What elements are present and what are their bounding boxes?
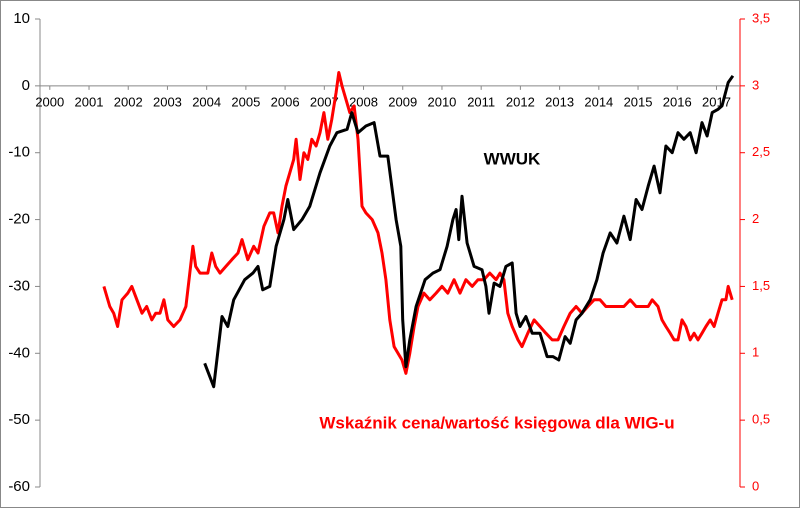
x-tick-label: 2001	[75, 94, 104, 109]
x-tick-label: 2009	[388, 94, 417, 109]
x-tick-label: 2008	[349, 94, 378, 109]
y-tick-label: -20	[8, 211, 30, 228]
x-tick-label: 2002	[114, 94, 143, 109]
y2-tick-label: 1,5	[752, 278, 770, 293]
x-tick-label: 2006	[271, 94, 300, 109]
y-tick-label: 0	[22, 77, 30, 94]
y2-tick-label: 3,5	[752, 10, 770, 25]
x-tick-label: 2015	[624, 94, 653, 109]
y-tick-label: -60	[8, 478, 30, 495]
data-line	[102, 71, 734, 375]
data-line	[203, 74, 735, 389]
x-tick-label: 2016	[663, 94, 692, 109]
x-tick-label: 2004	[192, 94, 221, 109]
x-tick-label: 2011	[467, 94, 495, 109]
x-tick-label: 2005	[231, 94, 260, 109]
annotation: WWUK	[484, 149, 541, 168]
x-tick-label: 2007	[310, 94, 339, 109]
y-tick-label: -30	[8, 277, 30, 294]
annotation: Wskaźnik cena/wartość księgowa dla WIG-u	[319, 413, 674, 432]
x-tick-label: 2003	[153, 94, 182, 109]
y2-tick-label: 2,5	[752, 144, 770, 159]
x-tick-label: 2017	[702, 94, 731, 109]
y-tick-label: -50	[8, 411, 30, 428]
y2-tick-label: 2	[752, 211, 759, 226]
x-tick-label: 2013	[545, 94, 574, 109]
y-tick-label: 10	[13, 10, 30, 27]
y2-tick-label: 1	[752, 345, 759, 360]
y2-tick-label: 3	[752, 77, 759, 92]
y-tick-label: -40	[8, 344, 30, 361]
x-tick-label: 2010	[427, 94, 456, 109]
x-tick-label: 2014	[584, 94, 613, 109]
x-tick-label: 2012	[506, 94, 535, 109]
y-tick-label: -10	[8, 144, 30, 161]
y2-tick-label: 0	[752, 478, 759, 493]
x-tick-label: 2000	[35, 94, 64, 109]
y2-tick-label: 0,5	[752, 412, 770, 427]
